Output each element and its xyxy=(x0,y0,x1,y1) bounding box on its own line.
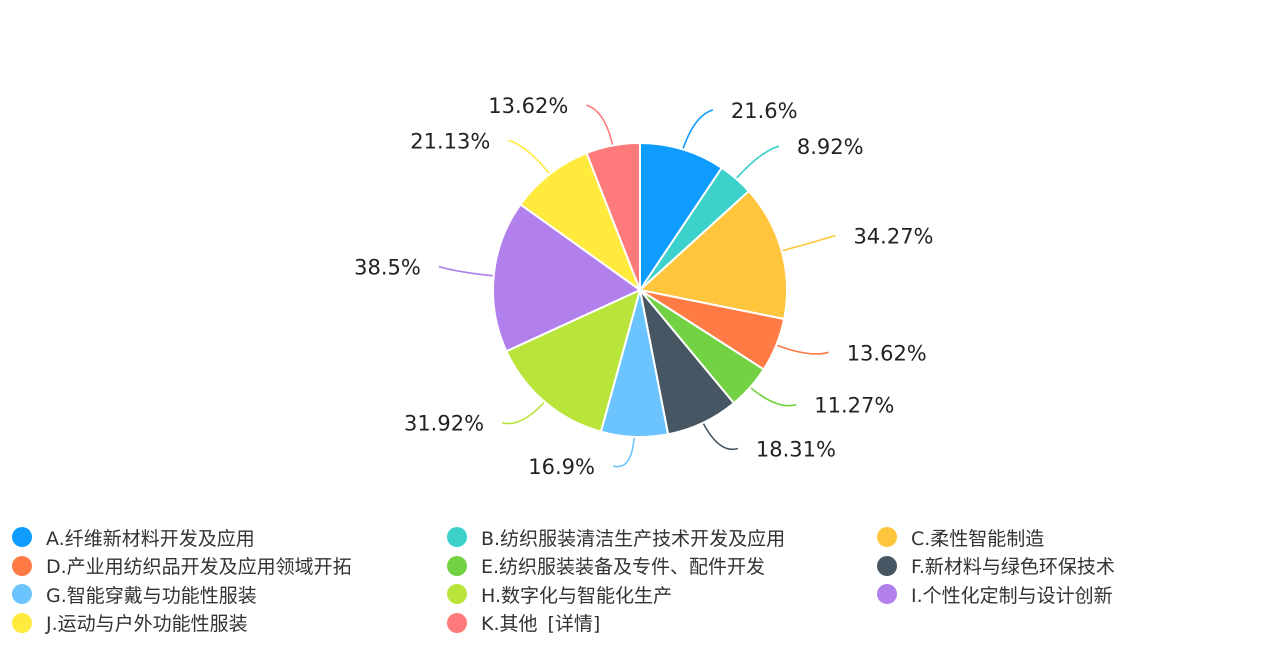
leader-line xyxy=(680,109,714,156)
pie-slice[interactable] xyxy=(585,141,641,291)
legend-label: C.柔性智能制造 xyxy=(911,527,1045,550)
legend-swatch xyxy=(447,555,467,576)
legend-label: A.纤维新材料开发及应用 xyxy=(46,527,255,550)
slice-percent-label: 34.27% xyxy=(853,225,933,249)
legend-item[interactable]: C.柔性智能制造 xyxy=(877,523,1044,551)
legend-label: F.新材料与绿色环保技术 xyxy=(911,556,1115,578)
slice-percent-label: 21.13% xyxy=(410,129,490,153)
legend-swatch xyxy=(877,555,897,576)
legend-swatch xyxy=(447,527,467,547)
legend-item[interactable]: G.智能穿戴与功能性服装 xyxy=(12,580,257,608)
slice-percent-label: 38.5% xyxy=(354,256,421,280)
leader-line xyxy=(586,104,615,152)
legend-label: E.纺织服装装备及专件、配件开发 xyxy=(481,556,766,578)
legend-swatch xyxy=(447,612,467,633)
legend-swatch xyxy=(12,555,32,576)
slice-percent-label: 18.31% xyxy=(756,437,836,461)
pie-slice[interactable] xyxy=(492,202,642,353)
legend-swatch xyxy=(447,584,467,604)
legend-label: G.智能穿戴与功能性服装 xyxy=(46,584,257,607)
leader-line xyxy=(745,382,797,407)
legend-swatch xyxy=(877,584,897,604)
legend-label: K.其他 xyxy=(481,613,538,635)
legend-swatch xyxy=(877,527,897,547)
legend-item[interactable]: K.其他 [详情] xyxy=(447,609,600,637)
pie-slice[interactable] xyxy=(519,151,643,293)
legend-item[interactable]: A.纤维新材料开发及应用 xyxy=(12,523,255,551)
slice-percent-label: 31.92% xyxy=(404,412,484,436)
slice-percent-label: 21.6% xyxy=(731,99,798,123)
legend-item[interactable]: B.纺织服装清洁生产技术开发及应用 xyxy=(447,523,785,551)
slice-percent-label: 8.92% xyxy=(797,135,864,159)
pie-chart: 21.6% 8.92% 34.27% 13.62% 11.27% 18.31% 16.9% 3… xyxy=(354,94,933,479)
legend-label: J.运动与户外功能性服装 xyxy=(46,613,248,635)
slice-percent-label: 11.27% xyxy=(814,394,894,418)
pie-slice[interactable] xyxy=(639,141,724,294)
leader-line xyxy=(438,265,500,278)
legend-label: B.纺织服装清洁生产技术开发及应用 xyxy=(481,527,786,550)
legend-item[interactable]: H.数字化与智能化生产 xyxy=(447,580,672,608)
legend-item[interactable]: I.个性化定制与设计创新 xyxy=(877,580,1113,608)
legend-label: H.数字化与智能化生产 xyxy=(481,584,672,607)
pie-slice[interactable] xyxy=(505,288,642,433)
pie-chart-svg: 21.6% 8.92% 34.27% 13.62% 11.27% 18.31% 16.9% 3… xyxy=(354,94,933,479)
slice-percent-label: 13.62% xyxy=(488,94,568,118)
legend-swatch xyxy=(12,612,32,633)
detail-link[interactable]: [详情] xyxy=(547,613,601,635)
legend-swatch xyxy=(12,584,32,604)
leader-line xyxy=(508,139,555,180)
legend-item[interactable]: F.新材料与绿色环保技术 xyxy=(877,552,1115,580)
leader-line xyxy=(775,234,836,254)
legend-item[interactable]: E.纺织服装装备及专件、配件开发 xyxy=(447,552,765,580)
pie-slice[interactable] xyxy=(637,189,788,321)
legend-item[interactable]: J.运动与户外功能性服装 xyxy=(12,609,248,637)
slice-percent-label: 13.62% xyxy=(847,341,927,365)
slice-percent-label: 16.9% xyxy=(528,455,595,479)
legend-label: I.个性化定制与设计创新 xyxy=(911,584,1113,607)
legend-item[interactable]: D.产业用纺织品开发及应用领域开拓 xyxy=(12,552,352,580)
leader-line xyxy=(770,342,829,355)
leader-line xyxy=(501,396,550,425)
leader-line xyxy=(731,145,780,184)
legend-swatch xyxy=(12,527,32,547)
legend-label: D.产业用纺织品开发及应用领域开拓 xyxy=(46,556,352,578)
